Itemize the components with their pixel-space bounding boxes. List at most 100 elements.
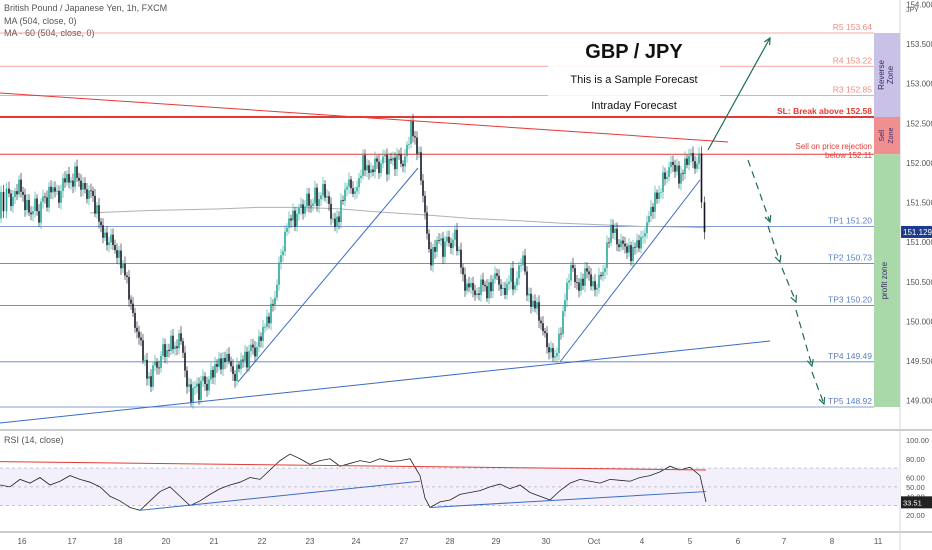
candle-body <box>558 333 560 354</box>
candle-body <box>646 222 648 234</box>
candle-body <box>636 240 638 248</box>
candle-body <box>92 190 94 196</box>
candle-body <box>184 352 186 371</box>
candle-body <box>246 351 248 368</box>
candle-body <box>672 161 674 165</box>
candle-body <box>294 210 296 227</box>
candle-body <box>674 164 676 172</box>
candle-body <box>90 190 92 192</box>
candle-body <box>88 190 90 199</box>
candle-body <box>346 186 348 190</box>
candle-body <box>100 221 102 226</box>
candle-body <box>322 184 324 196</box>
candle-body <box>426 212 428 234</box>
candle-body <box>218 358 220 367</box>
candle-body <box>528 293 530 296</box>
candle-body <box>160 355 162 368</box>
candle-body <box>64 178 66 183</box>
candle-body <box>146 359 148 379</box>
candle-body <box>250 344 252 352</box>
candle-body <box>62 178 64 192</box>
sell-label-1: Sell on price rejection <box>796 142 872 151</box>
candle-body <box>608 242 610 244</box>
candle-body <box>420 152 422 181</box>
candle-body <box>296 213 298 227</box>
candle-body <box>700 153 703 203</box>
candle-body <box>428 233 430 250</box>
candle-body <box>290 218 292 221</box>
candle-body <box>310 205 312 207</box>
candle-body <box>550 347 552 353</box>
candle-body <box>458 249 460 252</box>
x-tick-label: Oct <box>588 537 601 546</box>
candle-body <box>98 205 100 222</box>
candle-body <box>658 192 660 199</box>
candle-body <box>378 161 380 173</box>
candle-body <box>360 175 362 179</box>
candle-body <box>212 369 214 378</box>
candle-body <box>632 246 634 262</box>
forecast-down-arrow-2 <box>767 225 781 263</box>
candle-body <box>526 271 528 296</box>
candle-body <box>320 195 322 200</box>
candle-body <box>244 351 246 361</box>
candle-body <box>390 158 392 161</box>
candle-body <box>356 187 358 192</box>
x-tick-label: 28 <box>446 537 455 546</box>
sell-zone <box>874 116 900 155</box>
profit-zone-label: profit zone <box>880 261 889 299</box>
current-price-label: 151.129 <box>903 228 932 237</box>
candle-body <box>44 196 46 198</box>
candle-body <box>260 336 262 341</box>
candle-body <box>488 282 490 299</box>
y-tick-label: 153.500 <box>906 40 932 49</box>
candle-body <box>150 376 152 387</box>
rising-trendline-2 <box>559 179 701 363</box>
candle-body <box>142 340 144 361</box>
candle-body <box>596 287 598 290</box>
candle-body <box>690 153 692 156</box>
arrow-head <box>764 214 772 224</box>
title-box <box>548 34 720 114</box>
candle-body <box>18 179 20 195</box>
candle-body <box>174 346 176 350</box>
candle-body <box>600 274 602 277</box>
candle-body <box>228 353 230 362</box>
candle-body <box>148 376 150 379</box>
candle-body <box>650 206 652 217</box>
candle-body <box>50 186 52 193</box>
candle-body <box>384 154 386 157</box>
candle-body <box>556 353 558 357</box>
candle-body <box>68 174 70 183</box>
candle-body <box>604 268 606 273</box>
candle-body <box>570 264 572 281</box>
candle-body <box>432 247 434 266</box>
candle-body <box>24 194 26 211</box>
candle-body <box>302 204 304 214</box>
candle-body <box>492 279 494 292</box>
arrow-head <box>774 254 782 264</box>
candle-body <box>398 154 400 156</box>
candle-body <box>592 281 594 287</box>
y-tick-label: 152.500 <box>906 119 932 128</box>
candle-body <box>410 120 412 144</box>
level-label: R3 152.85 <box>833 85 872 95</box>
candle-body <box>470 283 472 288</box>
x-tick-label: 20 <box>162 537 171 546</box>
candle-body <box>416 137 418 154</box>
candle-body <box>354 191 356 194</box>
candle-body <box>520 265 522 267</box>
candle-body <box>460 249 462 268</box>
candle-body <box>16 191 18 195</box>
candle-body <box>172 335 174 350</box>
candle-body <box>446 236 448 242</box>
candle-body <box>518 265 520 279</box>
rsi-current-label: 33.51 <box>903 498 922 507</box>
candle-body <box>252 344 254 348</box>
candle-body <box>370 169 372 173</box>
candle-body <box>402 163 404 167</box>
candle-body <box>544 331 546 334</box>
candle-body <box>70 180 72 183</box>
candle-body <box>8 188 10 194</box>
